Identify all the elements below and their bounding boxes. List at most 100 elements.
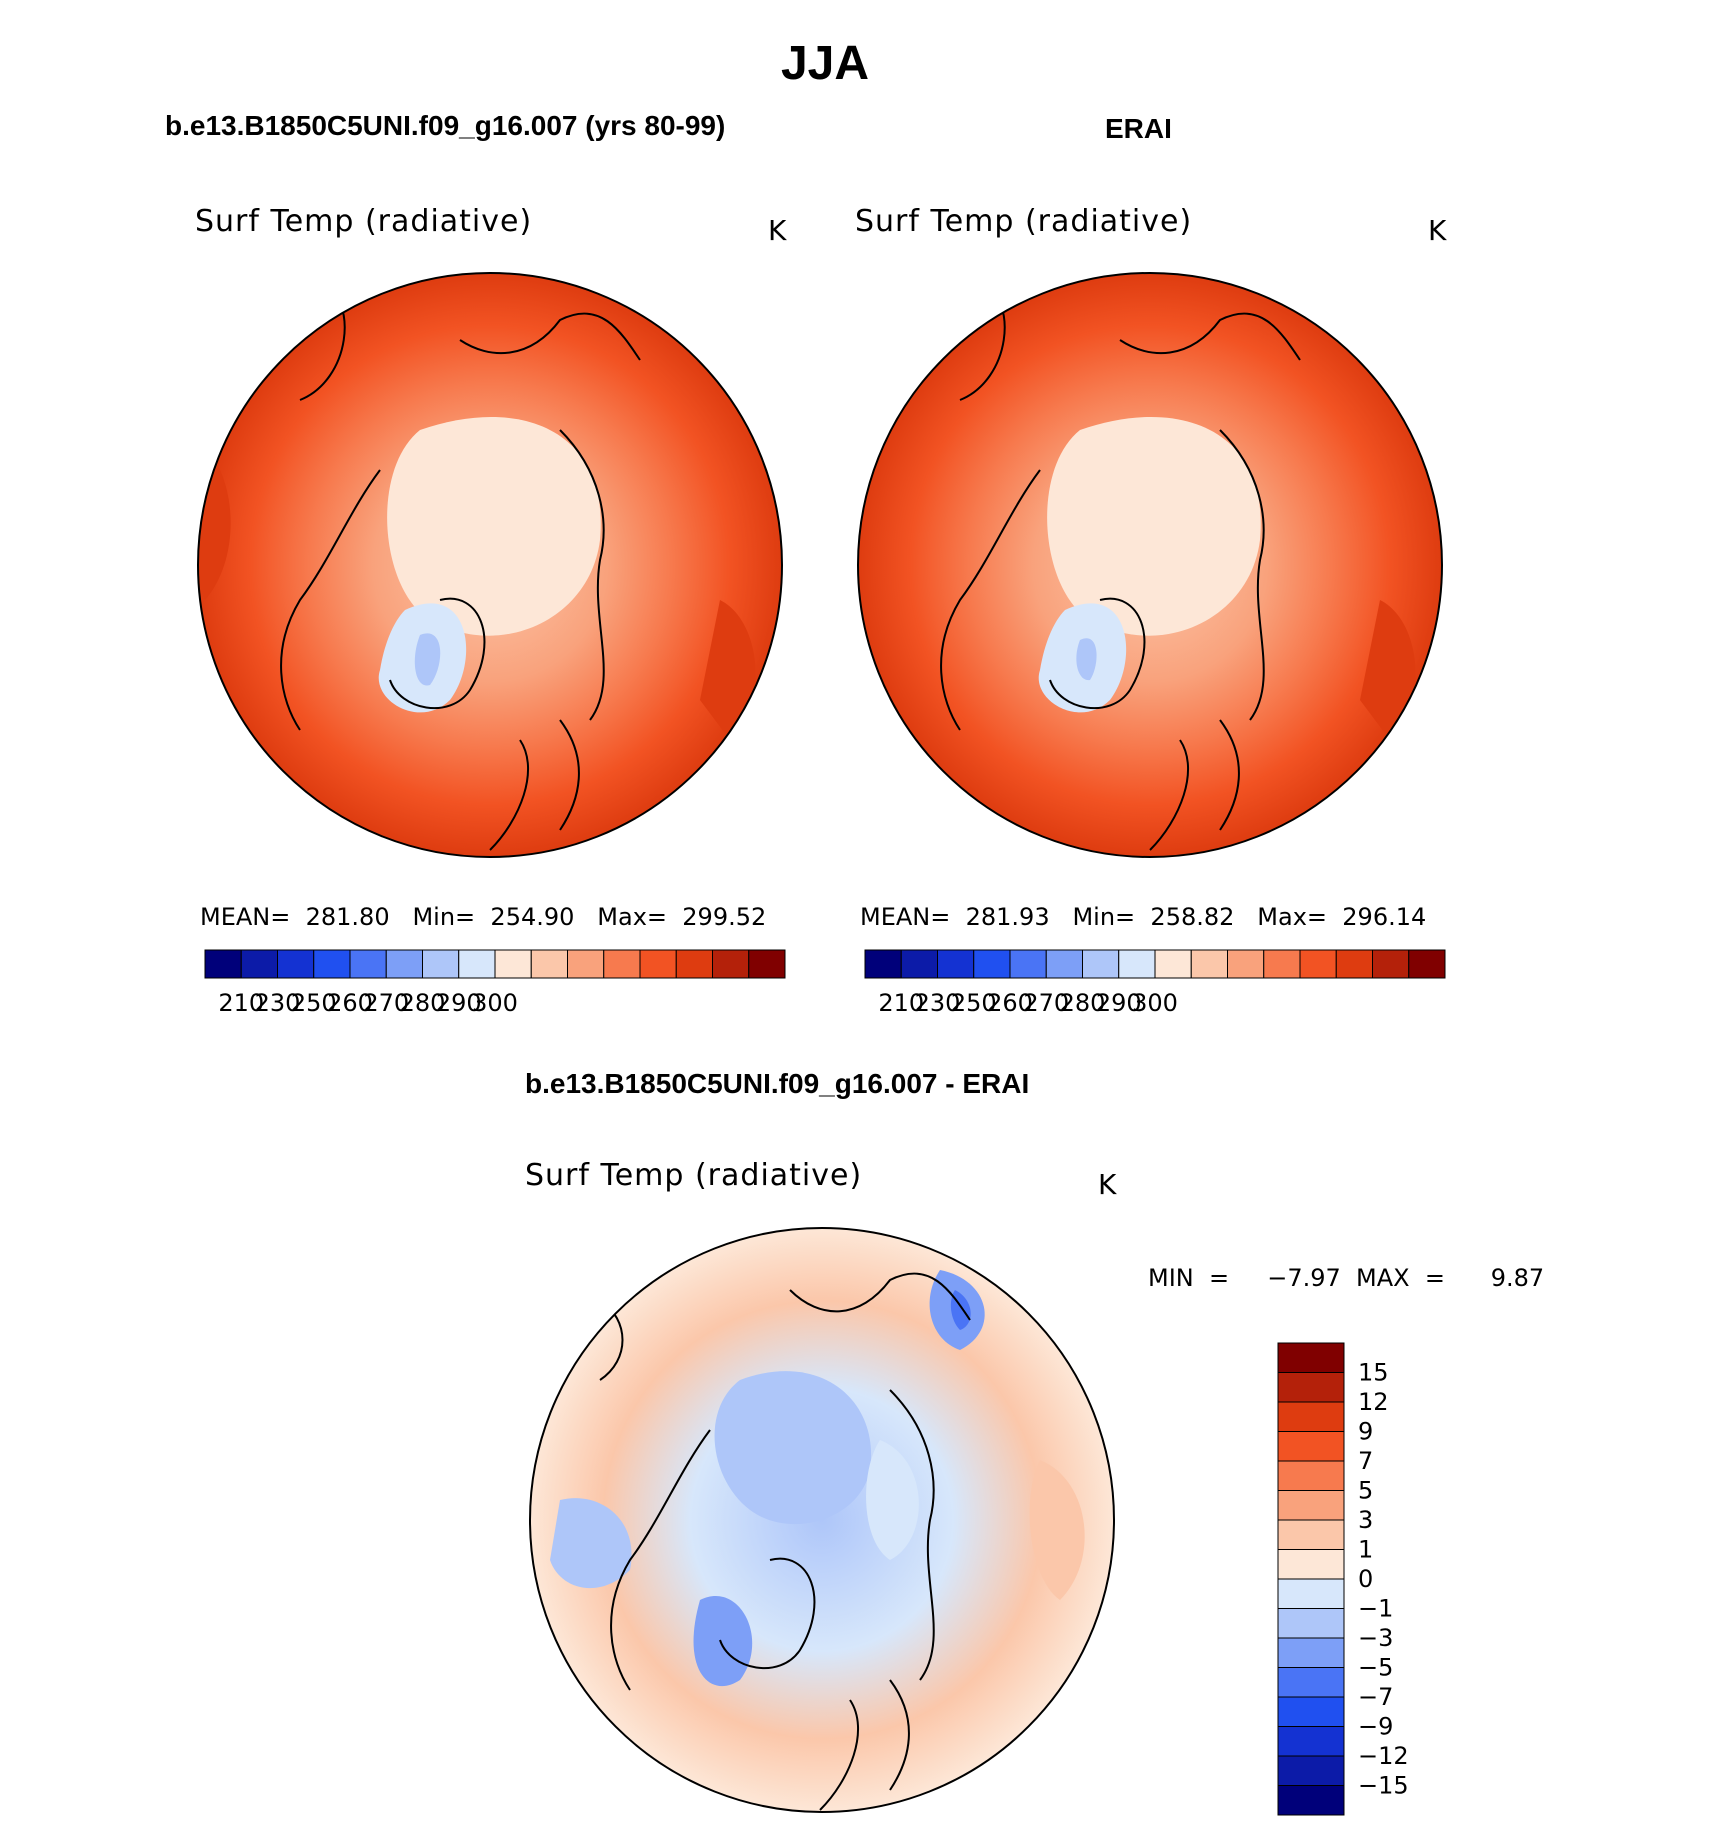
model-colorbar-swatch xyxy=(458,949,496,979)
diff-colorbar-swatch xyxy=(1277,1549,1345,1580)
obs-colorbar-swatch xyxy=(1299,949,1337,979)
diff-colorbar-swatch xyxy=(1277,1726,1345,1757)
obs-colorbar-tick-label: 210 xyxy=(878,989,924,1017)
obs-stats: MEAN= 281.93 Min= 258.82 Max= 296.14 xyxy=(860,903,1427,931)
model-units-label: K xyxy=(768,214,787,247)
obs-colorbar-swatch xyxy=(1263,949,1301,979)
obs-colorbar-swatch xyxy=(900,949,938,979)
obs-colorbar-tick-label: 300 xyxy=(1132,989,1178,1017)
diff-colorbar-swatch xyxy=(1277,1431,1345,1462)
model-colorbar-swatch xyxy=(204,949,242,979)
model-colorbar-swatch xyxy=(567,949,605,979)
model-colorbar-tick-label: 210 xyxy=(218,989,264,1017)
obs-map-border xyxy=(857,272,1443,858)
obs-colorbar-swatch xyxy=(1335,949,1373,979)
diff-colorbar-swatch xyxy=(1277,1342,1345,1373)
diff-colorbar-tick-label: −9 xyxy=(1358,1713,1393,1741)
model-colorbar-swatch xyxy=(494,949,532,979)
model-colorbar-swatch xyxy=(639,949,677,979)
diff-colorbar-tick-label: 15 xyxy=(1358,1359,1389,1387)
obs-colorbar-tick-label: 250 xyxy=(951,989,997,1017)
obs-panel-title: ERAI xyxy=(1105,113,1172,144)
model-colorbar-swatch xyxy=(603,949,641,979)
obs-colorbar-swatch xyxy=(1372,949,1410,979)
obs-colorbar-swatch xyxy=(1408,949,1446,979)
figure-title: JJA xyxy=(780,37,870,90)
model-colorbar-tick-label: 290 xyxy=(436,989,482,1017)
diff-colorbar-swatch xyxy=(1277,1696,1345,1727)
diff-colorbar-tick-label: −15 xyxy=(1358,1772,1409,1800)
model-panel-title: b.e13.B1850C5UNI.f09_g16.007 (yrs 80-99) xyxy=(165,110,726,141)
obs-colorbar-tick-label: 280 xyxy=(1060,989,1106,1017)
diff-colorbar-tick-label: −3 xyxy=(1358,1624,1393,1652)
diff-colorbar-tick-label: 1 xyxy=(1358,1536,1373,1564)
obs-units-label: K xyxy=(1428,214,1447,247)
diff-panel-title: b.e13.B1850C5UNI.f09_g16.007 - ERAI xyxy=(525,1068,1030,1099)
model-map-border xyxy=(197,272,783,858)
diff-colorbar-tick-label: 0 xyxy=(1358,1565,1373,1593)
diff-colorbar-tick-label: −7 xyxy=(1358,1683,1393,1711)
model-colorbar-swatch xyxy=(422,949,460,979)
model-colorbar-swatch xyxy=(277,949,315,979)
diff-colorbar-swatch xyxy=(1277,1490,1345,1521)
model-colorbar-swatch xyxy=(240,949,278,979)
model-colorbar-swatch xyxy=(675,949,713,979)
diff-colorbar-swatch xyxy=(1277,1519,1345,1550)
diff-colorbar-swatch xyxy=(1277,1637,1345,1668)
diff-colorbar-swatch xyxy=(1277,1608,1345,1639)
model-colorbar-tick-label: 270 xyxy=(363,989,409,1017)
diff-map-border xyxy=(529,1227,1115,1813)
obs-colorbar-tick-label: 290 xyxy=(1096,989,1142,1017)
model-colorbar-swatch xyxy=(385,949,423,979)
diff-colorbar-swatch xyxy=(1277,1578,1345,1609)
obs-colorbar-swatch xyxy=(1009,949,1047,979)
diff-colorbar-tick-label: 3 xyxy=(1358,1506,1373,1534)
model-variable-label: Surf Temp (radiative) xyxy=(195,204,533,239)
model-colorbar-swatch xyxy=(530,949,568,979)
diff-colorbar-tick-label: −5 xyxy=(1358,1654,1393,1682)
diff-colorbar-tick-label: −1 xyxy=(1358,1595,1393,1623)
model-polar-map xyxy=(198,273,782,857)
obs-colorbar-tick-label: 270 xyxy=(1023,989,1069,1017)
obs-colorbar-swatch xyxy=(1118,949,1156,979)
model-colorbar-tick-label: 300 xyxy=(472,989,518,1017)
obs-colorbar-swatch xyxy=(937,949,975,979)
model-colorbar-tick-label: 280 xyxy=(400,989,446,1017)
model-colorbar-swatch xyxy=(313,949,351,979)
diff-units-label: K xyxy=(1098,1168,1117,1201)
obs-colorbar-swatch xyxy=(1190,949,1228,979)
obs-colorbar-tick-label: 260 xyxy=(987,989,1033,1017)
model-colorbar-tick-label: 250 xyxy=(291,989,337,1017)
diff-colorbar-tick-label: 9 xyxy=(1358,1418,1373,1446)
diff-minmax: MIN = −7.97 MAX = 9.87 xyxy=(1148,1264,1545,1292)
obs-colorbar-swatch xyxy=(1045,949,1083,979)
obs-colorbar-swatch xyxy=(1082,949,1120,979)
diff-colorbar-swatch xyxy=(1277,1401,1345,1432)
obs-colorbar-swatch xyxy=(973,949,1011,979)
diff-colorbar-swatch xyxy=(1277,1755,1345,1786)
model-colorbar-tick-label: 260 xyxy=(327,989,373,1017)
model-colorbar-tick-label: 230 xyxy=(255,989,301,1017)
model-colorbar-swatch xyxy=(349,949,387,979)
obs-colorbar-swatch xyxy=(864,949,902,979)
model-stats: MEAN= 281.80 Min= 254.90 Max= 299.52 xyxy=(200,903,767,931)
obs-colorbar-swatch xyxy=(1154,949,1192,979)
obs-polar-map xyxy=(858,273,1442,857)
diff-variable-label: Surf Temp (radiative) xyxy=(525,1158,863,1193)
diff-colorbar-swatch xyxy=(1277,1785,1345,1816)
model-colorbar-swatch xyxy=(748,949,786,979)
diff-colorbar-swatch xyxy=(1277,1667,1345,1698)
diff-colorbar-swatch xyxy=(1277,1372,1345,1403)
obs-colorbar-swatch xyxy=(1227,949,1265,979)
obs-colorbar-tick-label: 230 xyxy=(915,989,961,1017)
diff-polar-map xyxy=(530,1228,1114,1812)
diff-colorbar-tick-label: 7 xyxy=(1358,1447,1373,1475)
diff-colorbar-tick-label: 5 xyxy=(1358,1477,1373,1505)
diff-colorbar-tick-label: −12 xyxy=(1358,1742,1409,1770)
obs-variable-label: Surf Temp (radiative) xyxy=(855,204,1193,239)
model-colorbar-swatch xyxy=(712,949,750,979)
